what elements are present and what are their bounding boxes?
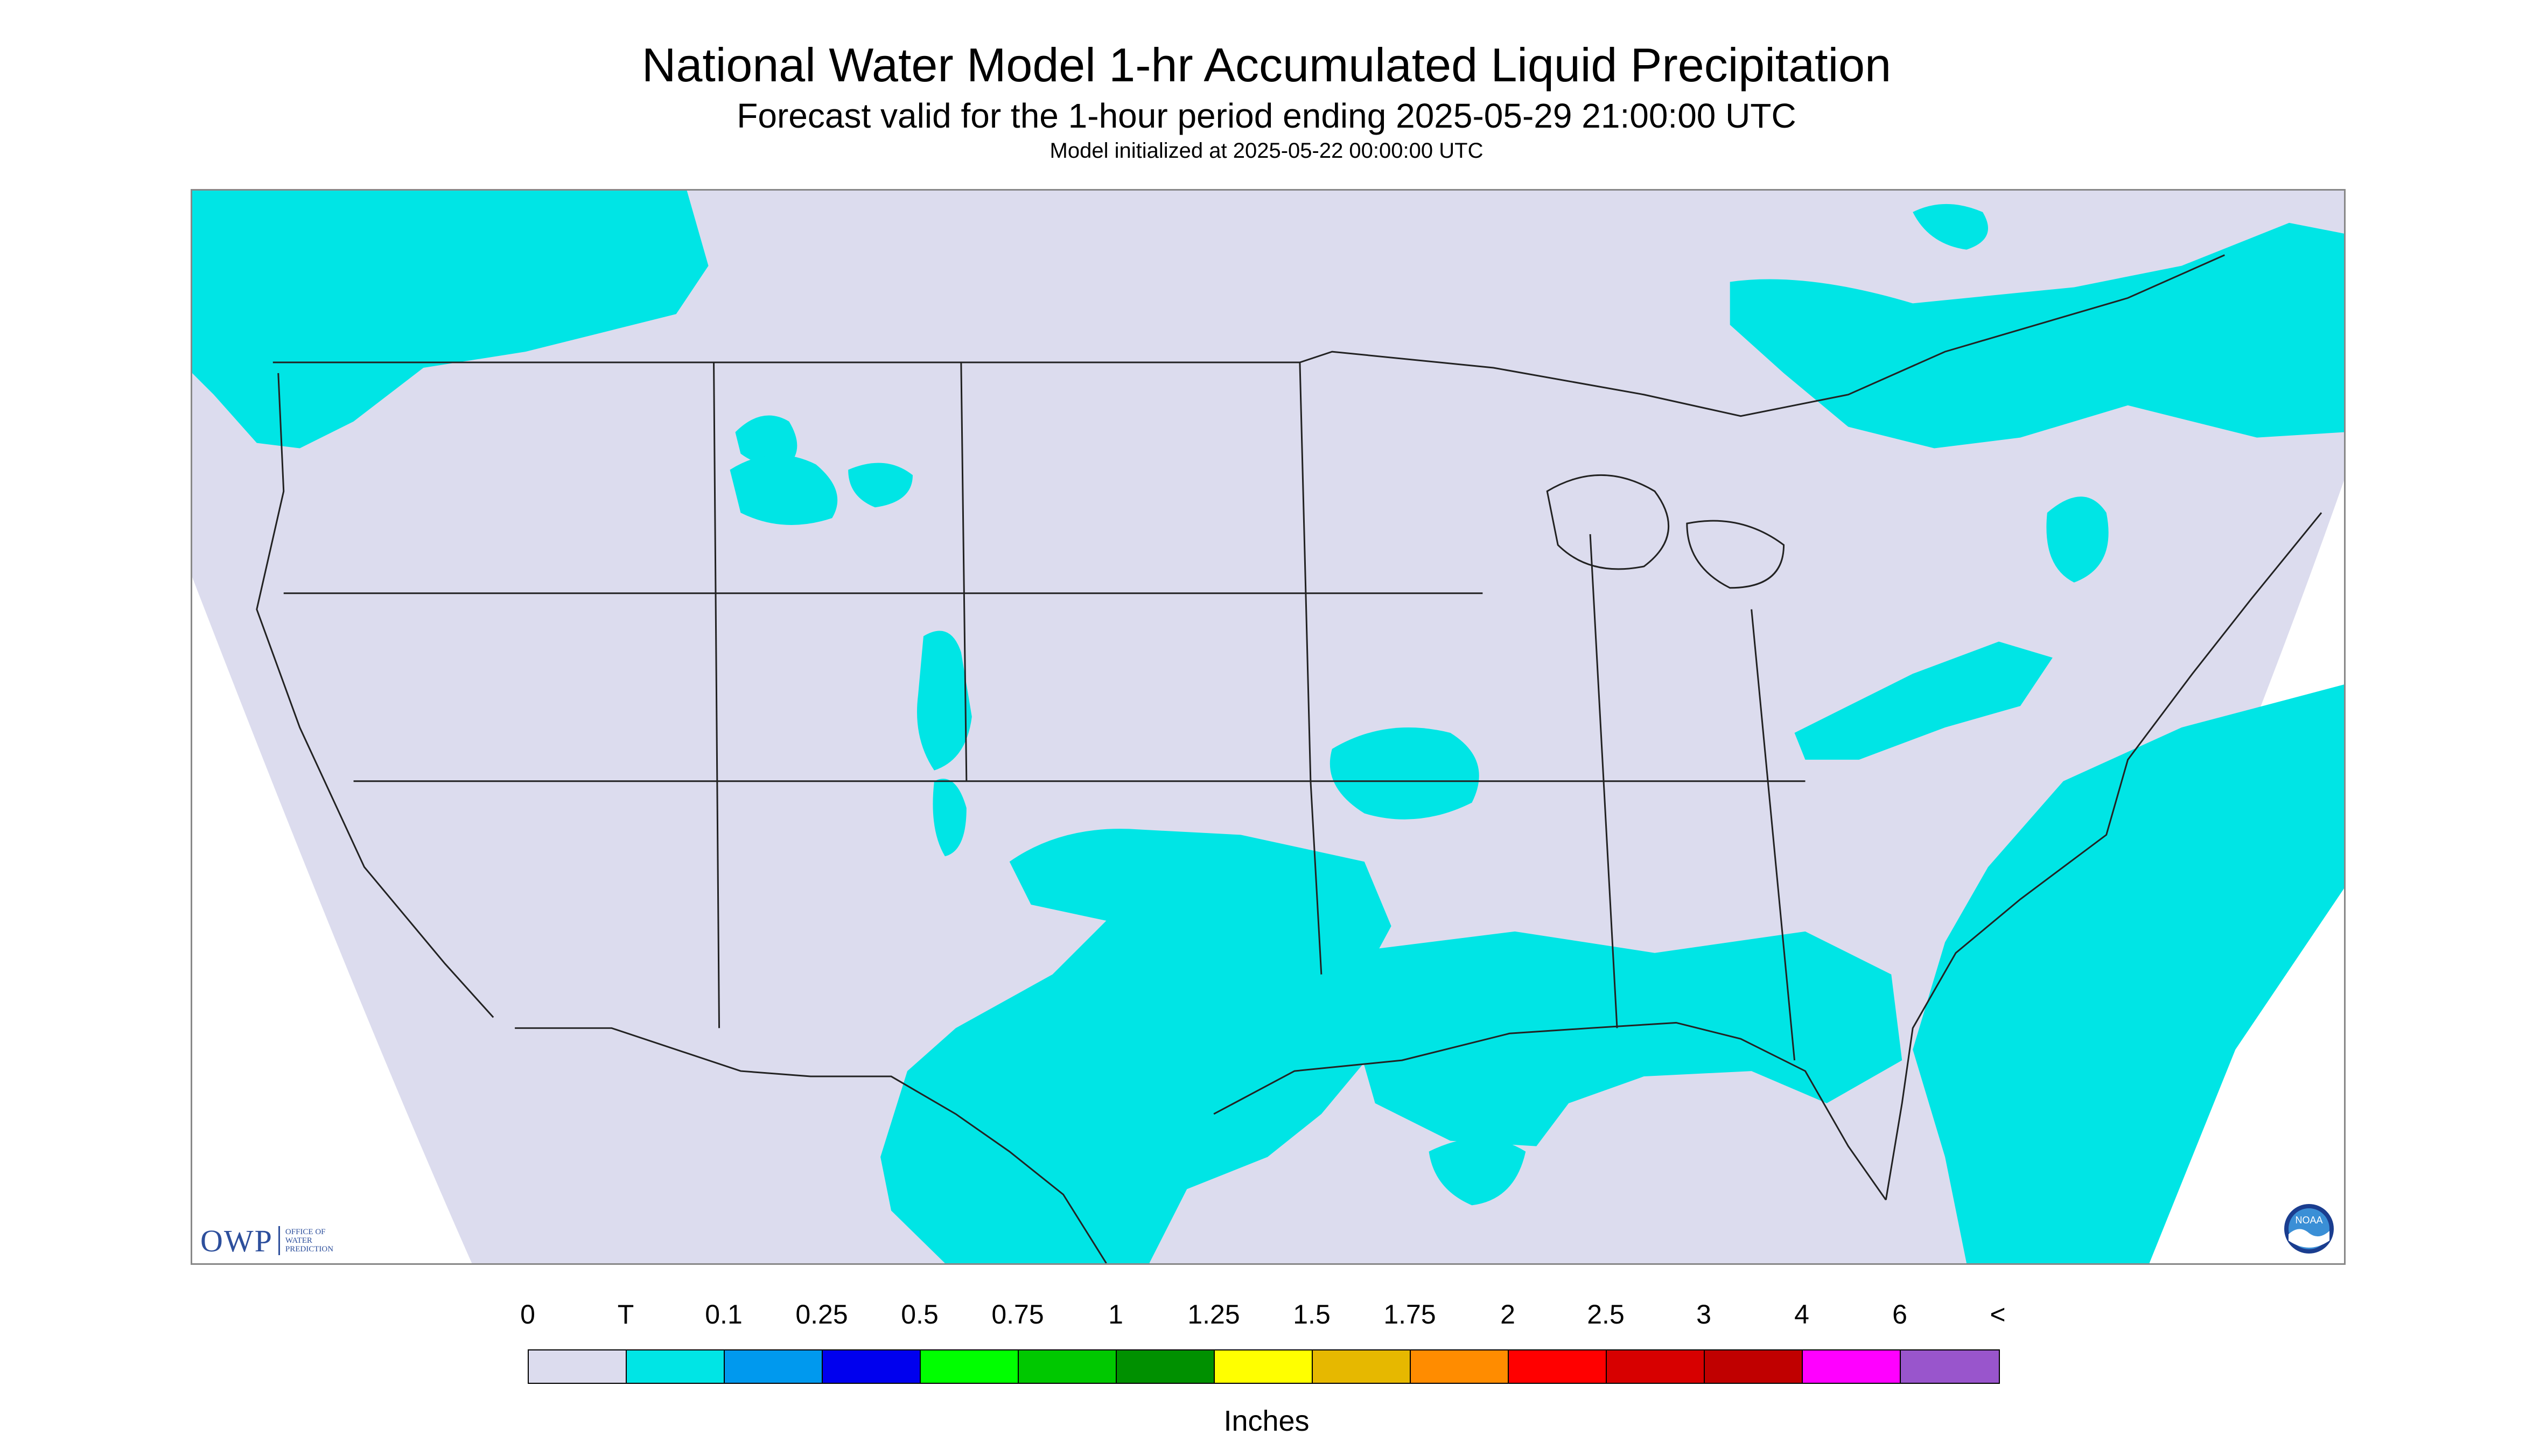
- legend-tick-label: T: [617, 1299, 634, 1329]
- precip-area-pacific-northwest: [192, 191, 709, 449]
- trace-precip-areas: [192, 191, 2344, 1263]
- precip-area-montana-a: [730, 454, 838, 525]
- owp-logo: OWP OFFICE OF WATER PREDICTION: [200, 1221, 333, 1260]
- map-title: National Water Model 1-hr Accumulated Li…: [641, 38, 1892, 92]
- legend-tick-label: 6: [1892, 1299, 1907, 1329]
- forecast-valid-subtitle: Forecast valid for the 1-hour period end…: [737, 96, 1796, 135]
- owp-logo-line: PREDICTION: [285, 1245, 334, 1254]
- legend-swatch: [1019, 1350, 1117, 1383]
- model-init-line: Model initialized at 2025-05-22 00:00:00…: [1049, 139, 1484, 163]
- legend-swatch: [627, 1350, 725, 1383]
- legend-swatch: [1313, 1350, 1411, 1383]
- legend-tick-label: 0.1: [705, 1299, 743, 1329]
- us-mexico-border: [515, 1027, 1107, 1263]
- legend-tick-label: 2.5: [1587, 1299, 1625, 1329]
- legend-swatch: [823, 1350, 921, 1383]
- legend-swatch: [1509, 1350, 1607, 1383]
- legend-swatch: [1901, 1350, 1999, 1383]
- great-lakes: [1546, 474, 1785, 589]
- legend-swatch: [921, 1350, 1019, 1383]
- state-line-1: [960, 362, 968, 781]
- state-line-6: [1589, 534, 1618, 1028]
- legend-swatch: [1607, 1350, 1705, 1383]
- gulf-coast: [1213, 1021, 1887, 1201]
- atlantic-coast: [1885, 512, 2322, 1200]
- map-canvas: [192, 191, 2344, 1263]
- legend-tick-label: 0.75: [991, 1299, 1044, 1329]
- noaa-logo-text: NOAA: [2295, 1215, 2322, 1226]
- legend-swatch: [1803, 1350, 1901, 1383]
- precip-area-mid-atlantic: [1794, 641, 2053, 760]
- state-line-5: [713, 362, 720, 1028]
- legend-tick-label: 4: [1794, 1299, 1809, 1329]
- us-canada-border: [272, 254, 2225, 417]
- legend-swatch: [529, 1350, 627, 1383]
- precip-area-gulf-south: [1342, 931, 1902, 1146]
- legend-tick-label: 1.25: [1187, 1299, 1240, 1329]
- precip-area-missouri: [1330, 727, 1479, 820]
- precip-area-texas-east: [880, 829, 1391, 1263]
- legend-swatch: [1117, 1350, 1215, 1383]
- legend-tick-label: <: [1990, 1299, 2006, 1329]
- legend-swatch: [1215, 1350, 1313, 1383]
- legend-units-label: Inches: [1223, 1405, 1310, 1437]
- domain-mask-right: [2009, 480, 2344, 1263]
- legend-swatch: [1705, 1350, 1803, 1383]
- owp-logo-divider: [278, 1226, 280, 1255]
- state-line-7: [1751, 609, 1796, 1061]
- precip-area-northern-rockies: [735, 415, 797, 466]
- legend-tick-label: 0.5: [901, 1299, 939, 1329]
- legend-tick-label: 1.5: [1293, 1299, 1331, 1329]
- precip-area-hudson-bay: [1913, 204, 1988, 250]
- precip-area-montana-b: [848, 463, 913, 508]
- precip-area-atlantic-offshore: [1913, 684, 2344, 1263]
- legend-swatch: [725, 1350, 823, 1383]
- political-boundaries: [256, 254, 2322, 1263]
- domain-mask-left: [192, 577, 472, 1263]
- legend-colorbar: [528, 1349, 2000, 1384]
- legend-labels: 0 T 0.1 0.25 0.5 0.75 1 1.25 1.5 1.75 2 2.5 3 4 6 <: [0, 1299, 2533, 1336]
- precipitation-map: [191, 189, 2346, 1265]
- legend-tick-label: 0: [520, 1299, 535, 1329]
- owp-logo-subtext: OFFICE OF WATER PREDICTION: [285, 1228, 333, 1254]
- owp-logo-line: OFFICE OF: [285, 1228, 326, 1236]
- noaa-logo: NOAA: [2284, 1204, 2334, 1254]
- precip-area-new-england: [2046, 496, 2109, 583]
- legend-tick-label: 2: [1500, 1299, 1515, 1329]
- legend-swatch: [1411, 1350, 1509, 1383]
- owp-logo-line: WATER: [285, 1236, 312, 1245]
- legend-tick-label: 0.25: [795, 1299, 848, 1329]
- legend-tick-label: 1: [1108, 1299, 1123, 1329]
- legend-tick-label: 3: [1696, 1299, 1711, 1329]
- precip-area-gulf-offshore: [1429, 1138, 1526, 1206]
- precip-area-colorado: [916, 631, 972, 771]
- legend-tick-label: 1.75: [1383, 1299, 1436, 1329]
- precip-area-new-mexico: [933, 779, 967, 857]
- owp-logo-text: OWP: [200, 1223, 273, 1258]
- west-coast: [256, 373, 494, 1018]
- precip-area-southeast-canada: [1730, 222, 2344, 449]
